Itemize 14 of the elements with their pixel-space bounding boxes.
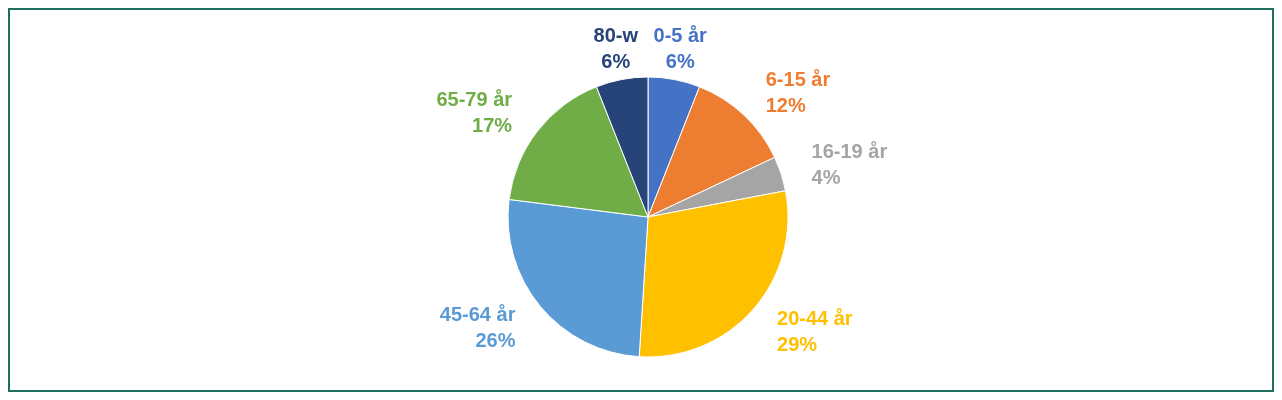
data-label: 12% bbox=[765, 93, 806, 116]
slice-label: 16-19 år bbox=[811, 139, 888, 162]
slice-label: 0-5 år bbox=[653, 24, 708, 47]
data-label: 6% bbox=[665, 50, 695, 73]
data-label: 17% bbox=[472, 113, 513, 136]
data-label: 6% bbox=[601, 50, 631, 73]
slice-label: 6-15 år bbox=[765, 67, 831, 90]
data-label: 29% bbox=[777, 332, 818, 355]
slice-label: 45-64 år bbox=[439, 302, 516, 325]
slice-label: 20-44 år bbox=[777, 306, 853, 329]
data-label: 4% bbox=[811, 165, 841, 188]
slice-label: 65-79 år bbox=[436, 87, 513, 110]
slice-label: 80-w bbox=[593, 24, 639, 47]
data-label: 26% bbox=[475, 328, 516, 351]
